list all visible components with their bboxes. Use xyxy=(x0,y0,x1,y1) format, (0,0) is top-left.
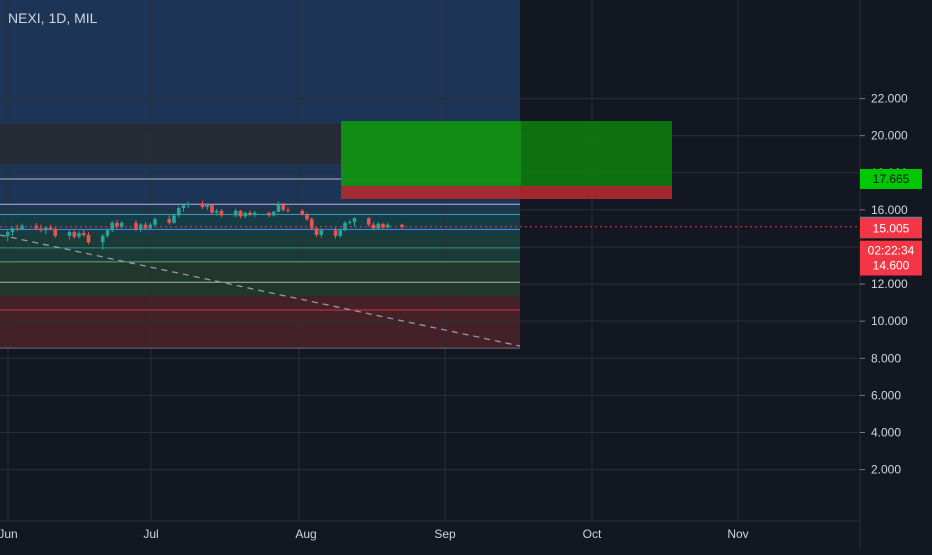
candle-body[interactable] xyxy=(267,212,271,216)
candle-body[interactable] xyxy=(110,222,115,231)
candle-body[interactable] xyxy=(15,228,20,230)
candle-body[interactable] xyxy=(243,212,248,217)
candle-body[interactable] xyxy=(72,232,77,237)
candle-body[interactable] xyxy=(233,210,238,216)
x-tick-label: Sep xyxy=(434,527,456,541)
y-tick-label: 20.000 xyxy=(871,129,908,143)
candle-body[interactable] xyxy=(238,210,243,217)
candle-body[interactable] xyxy=(167,219,172,223)
candle-body[interactable] xyxy=(176,208,181,216)
candle-body[interactable] xyxy=(134,222,138,230)
price-tag-label: 14.600 xyxy=(873,259,910,273)
trend-line[interactable] xyxy=(0,234,521,347)
candle-body[interactable] xyxy=(281,204,286,210)
price-tag-label: 17.665 xyxy=(873,172,910,186)
x-tick-label: Jul xyxy=(143,527,158,541)
price-tag-label: 15.005 xyxy=(873,221,910,235)
fib-lines xyxy=(0,178,520,349)
position-stop-zone[interactable] xyxy=(341,186,672,199)
candle-body[interactable] xyxy=(105,230,110,236)
y-tick-label: 4.000 xyxy=(871,425,901,439)
x-tick-label: Oct xyxy=(583,527,602,541)
candle-body[interactable] xyxy=(5,232,10,236)
candle-body[interactable] xyxy=(186,203,191,206)
candle-body[interactable] xyxy=(81,233,86,235)
candle-body[interactable] xyxy=(305,214,309,220)
candle-body[interactable] xyxy=(319,230,324,235)
x-tick-label: Jun xyxy=(0,527,18,541)
y-tick-label: 10.000 xyxy=(871,314,908,328)
candle-body[interactable] xyxy=(381,223,385,228)
y-tick-label: 8.000 xyxy=(871,351,901,365)
candle-body[interactable] xyxy=(153,219,157,225)
candle-body[interactable] xyxy=(200,203,205,208)
candle-body[interactable] xyxy=(214,210,219,213)
candle-body[interactable] xyxy=(352,218,357,222)
candle-body[interactable] xyxy=(309,219,314,229)
fib-zone-teal xyxy=(0,210,520,236)
candle-body[interactable] xyxy=(53,229,58,236)
candle-body[interactable] xyxy=(300,210,305,215)
candle-body[interactable] xyxy=(39,228,43,231)
candle-body[interactable] xyxy=(338,230,343,236)
candle-body[interactable] xyxy=(48,227,53,230)
candle-body[interactable] xyxy=(219,210,224,216)
candle-body[interactable] xyxy=(115,222,119,227)
candle-body[interactable] xyxy=(77,233,81,237)
candle-body[interactable] xyxy=(371,224,376,229)
y-tick-label: 22.000 xyxy=(871,92,908,106)
candle-body[interactable] xyxy=(376,223,381,229)
candle-body[interactable] xyxy=(314,228,319,235)
position-profit-zone-light xyxy=(341,121,521,186)
y-tick-label: 16.000 xyxy=(871,203,908,217)
candle-body[interactable] xyxy=(205,205,210,208)
candle-body[interactable] xyxy=(210,205,214,213)
x-axis-labels: Jun Jul Aug Sep Oct Nov xyxy=(0,527,749,541)
candle-body[interactable] xyxy=(400,224,404,227)
fib-zone-red xyxy=(0,296,520,348)
fib-zone-top xyxy=(0,0,520,124)
candle-body[interactable] xyxy=(366,218,371,225)
candle-body[interactable] xyxy=(67,232,72,236)
fib-zone-teal2 xyxy=(0,236,520,262)
candle-body[interactable] xyxy=(100,235,105,243)
candle-body[interactable] xyxy=(86,234,91,243)
candle-body[interactable] xyxy=(10,228,15,233)
candle-body[interactable] xyxy=(172,215,176,223)
symbol-title: NEXI, 1D, MIL xyxy=(8,10,98,26)
price-tag xyxy=(860,255,922,276)
candle-body[interactable] xyxy=(333,230,338,236)
candle-body[interactable] xyxy=(181,205,186,209)
y-tick-label: 12.000 xyxy=(871,277,908,291)
candle-body[interactable] xyxy=(248,212,252,215)
candle-body[interactable] xyxy=(276,204,281,212)
candle-body[interactable] xyxy=(385,224,390,228)
price-tag xyxy=(860,168,922,189)
price-tag xyxy=(860,218,922,239)
x-tick-label: Aug xyxy=(295,527,316,541)
candles xyxy=(5,200,404,250)
y-tick-label: 2.000 xyxy=(871,463,901,477)
candle-body[interactable] xyxy=(43,227,48,231)
candle-body[interactable] xyxy=(20,225,24,230)
x-tick-label: Nov xyxy=(727,527,748,541)
price-tag-label: 02:22:34 xyxy=(868,244,915,258)
candle-body[interactable] xyxy=(271,211,276,216)
candle-body[interactable] xyxy=(347,221,352,223)
y-tick-label: 6.000 xyxy=(871,388,901,402)
candle-body[interactable] xyxy=(286,209,290,211)
candle-body[interactable] xyxy=(252,212,257,215)
candle-body[interactable] xyxy=(119,222,124,227)
